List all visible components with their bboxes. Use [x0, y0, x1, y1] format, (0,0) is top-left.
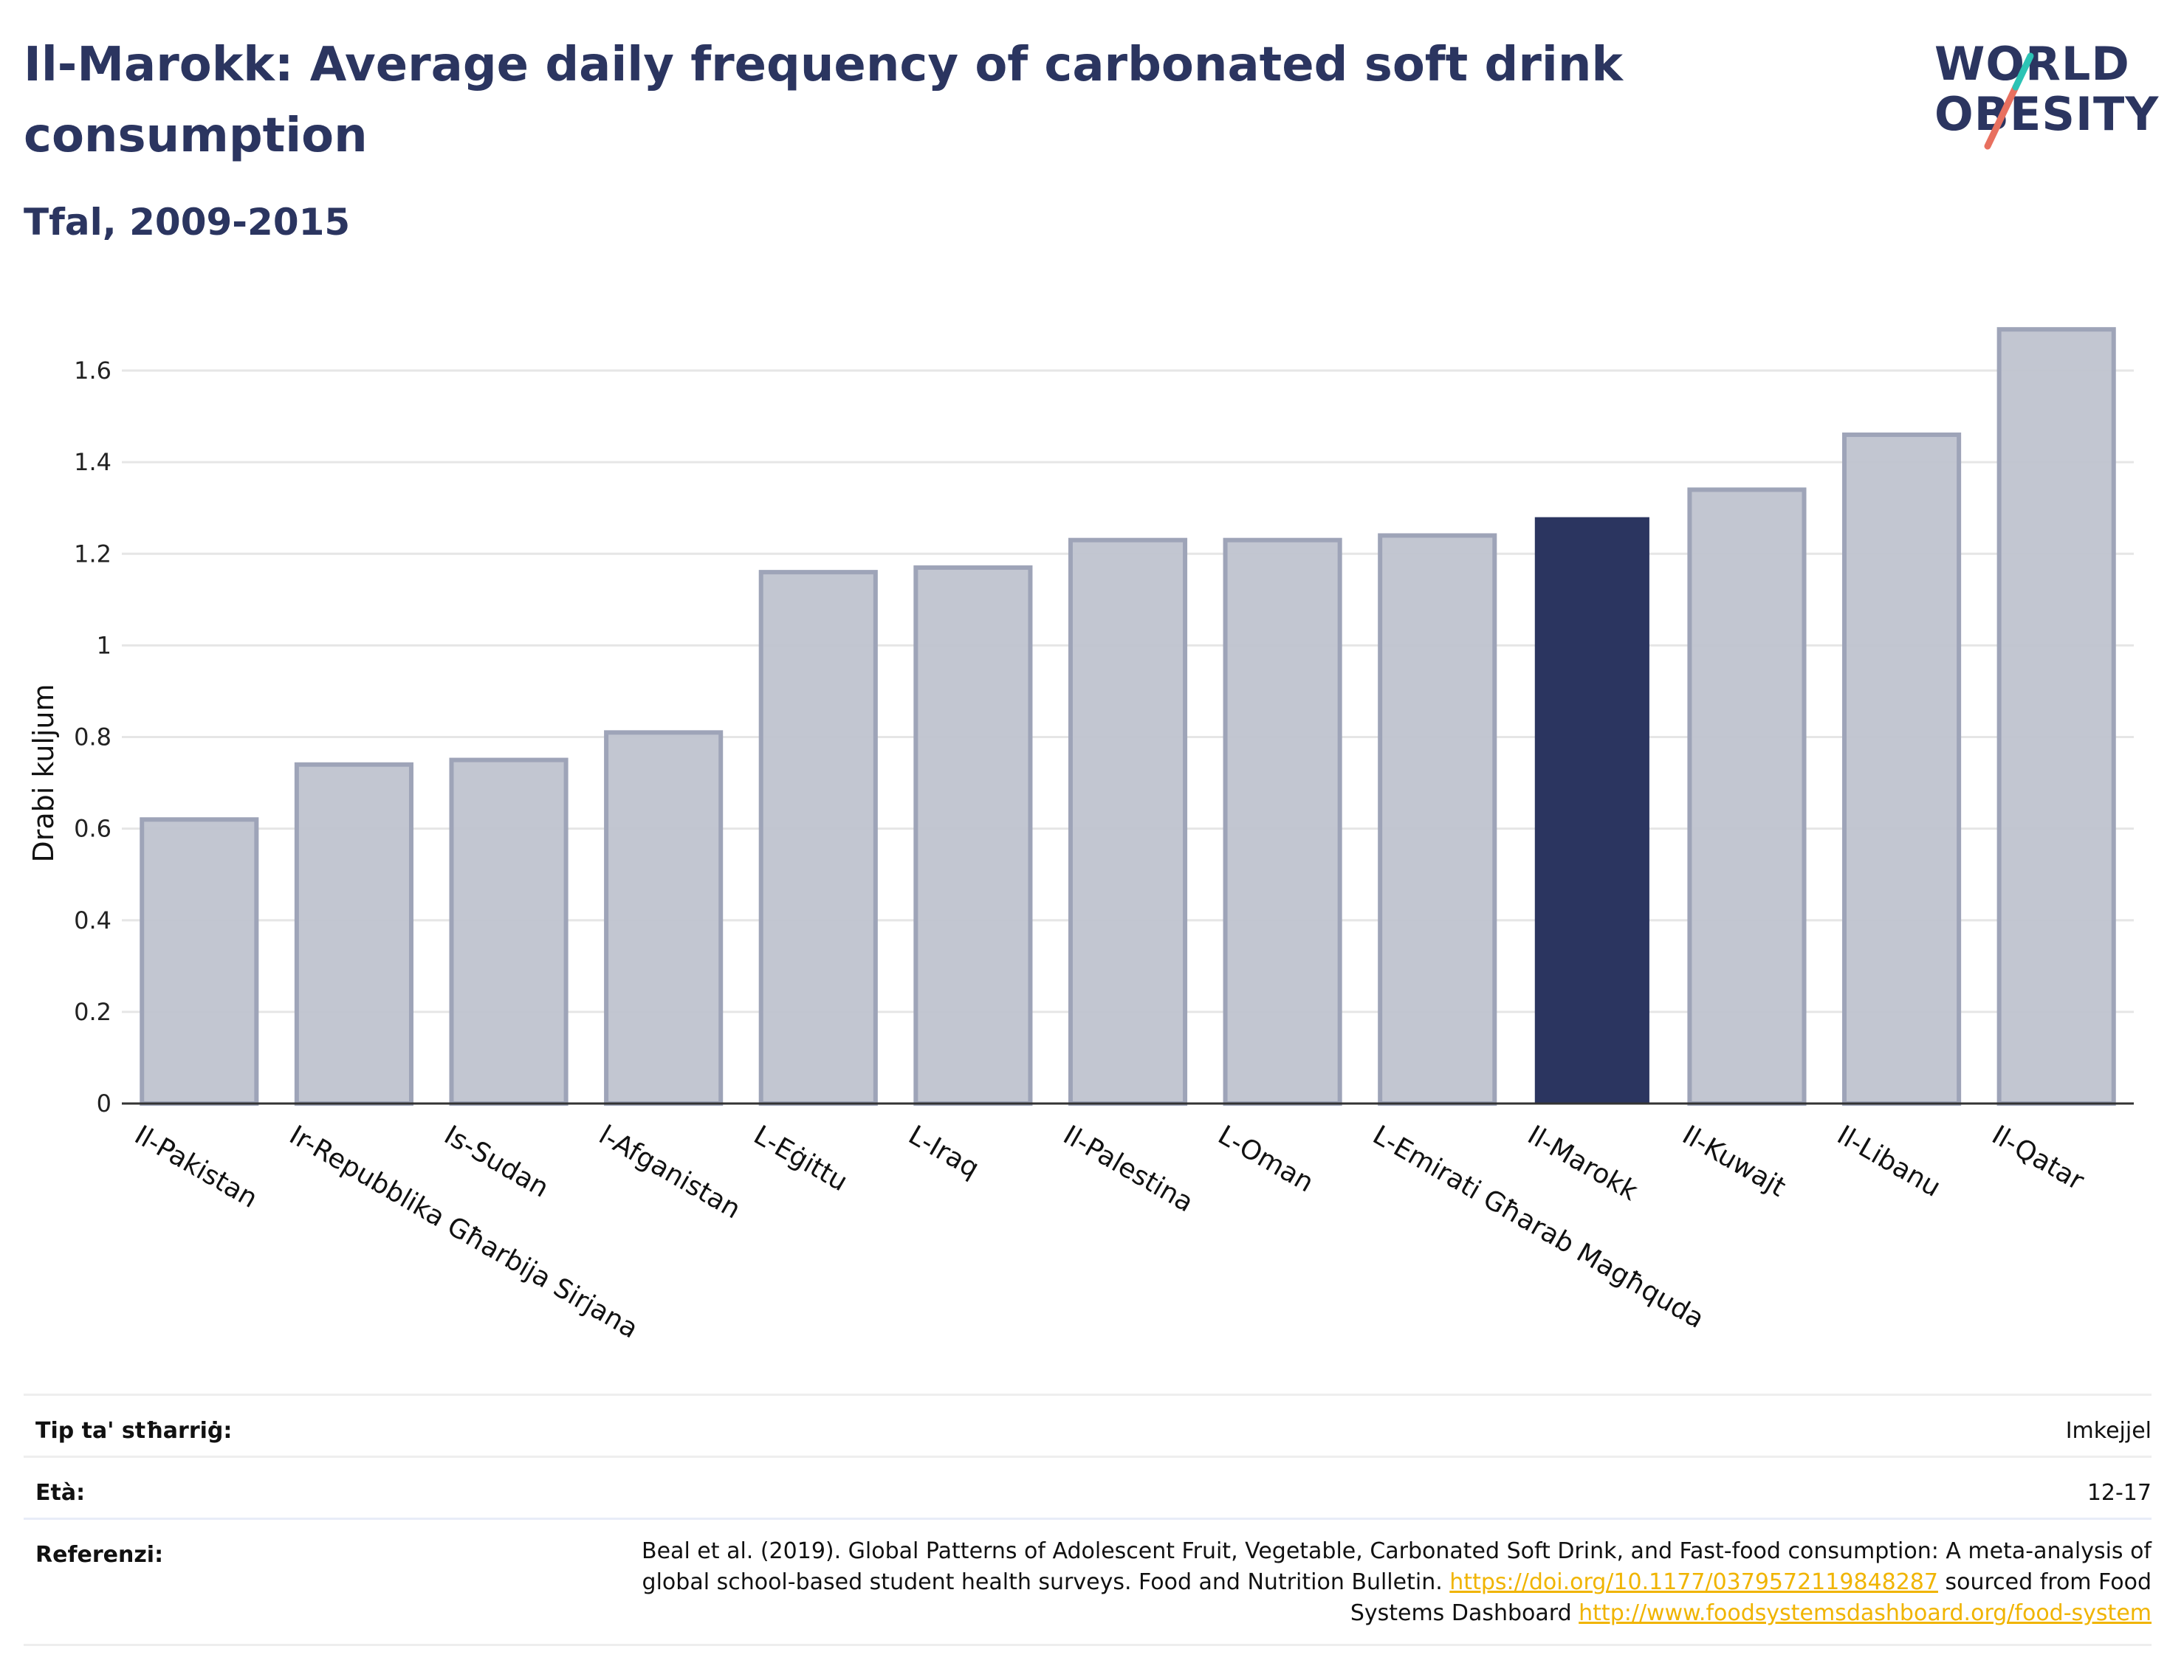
- bar-3: [604, 730, 724, 1106]
- meta-row-age: Età: 12-17: [24, 1456, 2152, 1520]
- bar-1: [294, 762, 413, 1106]
- y-tick-label: 0.2: [74, 998, 111, 1026]
- y-tick-label: 0: [97, 1089, 111, 1118]
- x-tick-label: Il-Palestina: [1058, 1120, 1198, 1218]
- x-tick-label: L-Oman: [1213, 1120, 1319, 1198]
- bar-10: [1687, 487, 1807, 1106]
- y-tick-label: 0.8: [74, 723, 111, 751]
- chart-title: Il-Marokk: Average daily frequency of ca…: [24, 38, 1623, 163]
- reference-text: Beal et al. (2019). Global Patterns of A…: [601, 1536, 2152, 1629]
- bar-8: [1378, 533, 1497, 1106]
- bar-0: [140, 817, 259, 1106]
- doi-link[interactable]: https://doi.org/10.1177/0379572119848287: [1449, 1569, 1938, 1595]
- x-tick-label: Il-Pakistan: [129, 1120, 262, 1214]
- bar-chart: 0 0.2 0.4 0.6 0.8 1 1.2 1.4 1.6 Il-Pakistan Ir-Re…: [27, 327, 2134, 1345]
- y-tick-label: 0.4: [74, 906, 111, 934]
- bar-6: [1068, 537, 1188, 1106]
- logo-line-2: OBESITY: [1934, 87, 2160, 141]
- x-tick-label: Il-Marokk: [1522, 1120, 1643, 1207]
- x-tick-label: Il-Kuwajt: [1677, 1120, 1790, 1202]
- y-axis-title: Drabi kuljum: [27, 684, 60, 862]
- logo-slash-icon: [1984, 52, 2034, 150]
- meta-key: Tip ta' stħarriġ:: [35, 1418, 233, 1444]
- bar-12: [1996, 327, 2116, 1106]
- x-tick-label: l-Afganistan: [594, 1120, 746, 1225]
- y-tick-label: 1: [97, 631, 111, 659]
- x-tick-label: L-Iraq: [903, 1120, 983, 1184]
- bar-4: [758, 570, 878, 1106]
- y-tick-labels: 0 0.2 0.4 0.6 0.8 1 1.2 1.4 1.6: [74, 357, 111, 1118]
- meta-key: Referenzi:: [35, 1542, 164, 1568]
- world-obesity-logo: WORLD OBESITY: [1920, 22, 2163, 155]
- bar-9: [1534, 517, 1649, 1104]
- x-tick-label: Il-Libanu: [1832, 1120, 1946, 1203]
- y-tick-label: 1.6: [74, 357, 111, 385]
- x-tick-label: Il-Qatar: [1987, 1120, 2089, 1197]
- bar-2: [449, 757, 569, 1106]
- x-tick-label: L-Eġittu: [749, 1120, 853, 1197]
- reference-citation: Beal et al. (2019). Global Patterns of A…: [642, 1538, 2152, 1595]
- reference-source: sourced from Food Systems Dashboard: [1350, 1569, 2152, 1626]
- meta-value: 12-17: [2087, 1480, 2152, 1506]
- meta-value: Imkejjel: [2065, 1418, 2152, 1444]
- y-tick-label: 1.2: [74, 540, 111, 568]
- bar-11: [1842, 432, 1962, 1106]
- bars: [140, 327, 2116, 1106]
- dashboard-link[interactable]: http://www.foodsystemsdashboard.org/food…: [1579, 1600, 2152, 1626]
- x-tick-label: Is-Sudan: [439, 1120, 554, 1203]
- bar-7: [1223, 537, 1342, 1106]
- x-tick-labels: Il-Pakistan Ir-Repubblika Għarbija Sirjan…: [129, 1120, 2089, 1344]
- chart-subtitle: Tfal, 2009-2015: [24, 201, 351, 244]
- logo-line-1: WORLD: [1934, 37, 2130, 91]
- bar-5: [913, 565, 1033, 1106]
- y-tick-label: 1.4: [74, 448, 111, 476]
- y-tick-label: 0.6: [74, 815, 111, 843]
- meta-key: Età:: [35, 1480, 86, 1506]
- meta-row-reference: Referenzi: Beal et al. (2019). Global Pa…: [24, 1518, 2152, 1646]
- meta-row-survey-type: Tip ta' stħarriġ: Imkejjel: [24, 1394, 2152, 1458]
